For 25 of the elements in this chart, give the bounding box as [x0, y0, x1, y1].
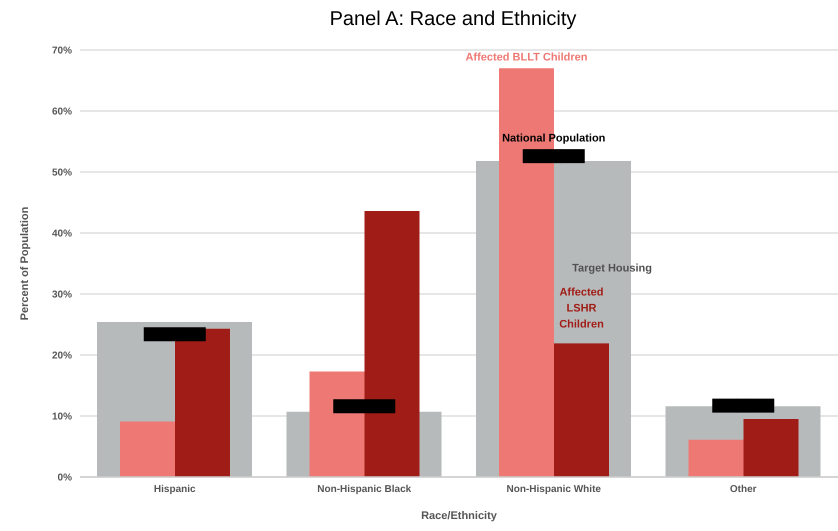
chart-title: Panel A: Race and Ethnicity	[328, 7, 578, 32]
x-axis-title: Race/Ethnicity	[421, 510, 498, 522]
bar	[688, 440, 744, 477]
bar	[364, 211, 420, 477]
y-tick-label: 70%	[52, 46, 72, 57]
y-tick-label: 10%	[52, 412, 72, 423]
x-tick-label: Non-Hispanic White	[506, 484, 602, 496]
y-tick-label: 30%	[52, 290, 72, 301]
x-tick-label: Other	[730, 484, 757, 496]
y-tick-label: 40%	[52, 228, 72, 240]
y-axis-title: Percent of Population	[18, 206, 31, 320]
x-tick-label: Hispanic	[154, 484, 196, 496]
bar	[120, 421, 175, 477]
y-tick-label: 20%	[52, 350, 72, 362]
series-label: Affected LSHR Children	[559, 286, 604, 330]
x-tick-label: Non-Hispanic Black	[317, 484, 412, 496]
y-tick-label: 50%	[52, 168, 72, 179]
bar	[744, 419, 798, 477]
y-tick-label: 60%	[52, 106, 72, 118]
y-tick-label: 0%	[58, 472, 72, 484]
bar	[175, 328, 230, 477]
series-label: National Population	[502, 132, 606, 145]
bar	[554, 343, 609, 477]
series-label: Affected BLLT Children	[465, 51, 588, 64]
bar	[310, 371, 364, 477]
